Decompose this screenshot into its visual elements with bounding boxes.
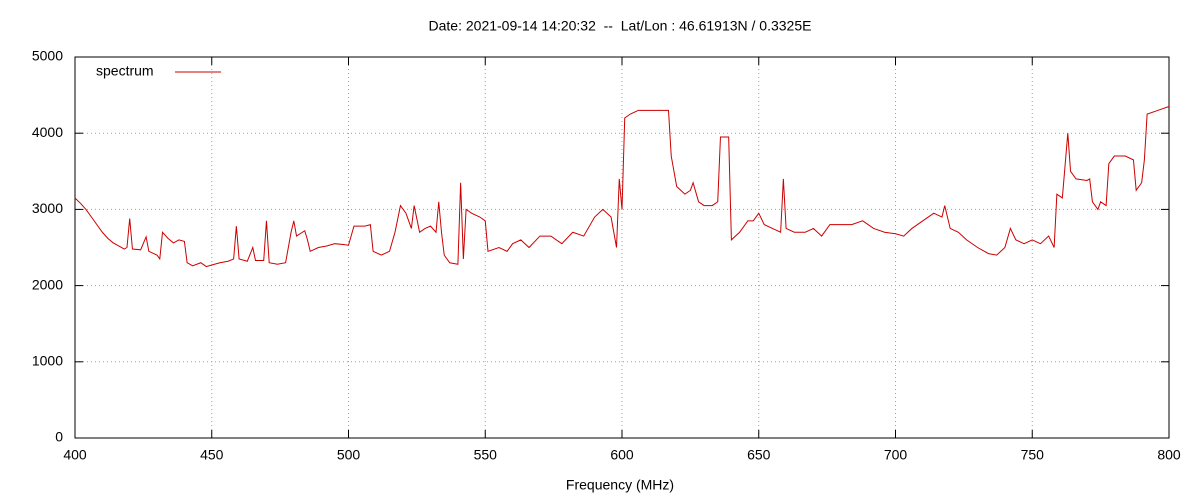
x-tick-label: 800 bbox=[1157, 447, 1181, 463]
plot-frame bbox=[74, 56, 1170, 439]
x-tick-label: 750 bbox=[1021, 447, 1045, 463]
y-tick-label: 2000 bbox=[32, 276, 63, 292]
x-tick-label: 500 bbox=[337, 447, 361, 463]
chart-title: Date: 2021-09-14 14:20:32 -- Lat/Lon : 4… bbox=[429, 18, 812, 34]
x-tick-label: 650 bbox=[747, 447, 771, 463]
y-tick-label: 3000 bbox=[32, 200, 63, 216]
x-axis-label: Frequency (MHz) bbox=[566, 477, 674, 493]
legend-label: spectrum bbox=[96, 63, 154, 79]
y-tick-label: 1000 bbox=[32, 353, 63, 369]
x-tick-label: 700 bbox=[884, 447, 908, 463]
series-line bbox=[74, 106, 1170, 268]
x-tick-label: 600 bbox=[610, 447, 634, 463]
x-tick-label: 450 bbox=[200, 447, 224, 463]
x-tick-label: 550 bbox=[474, 447, 498, 463]
x-tick-label: 400 bbox=[63, 447, 87, 463]
y-tick-label: 0 bbox=[55, 429, 63, 445]
y-tick-label: 4000 bbox=[32, 124, 63, 140]
y-tick-label: 5000 bbox=[32, 48, 63, 64]
